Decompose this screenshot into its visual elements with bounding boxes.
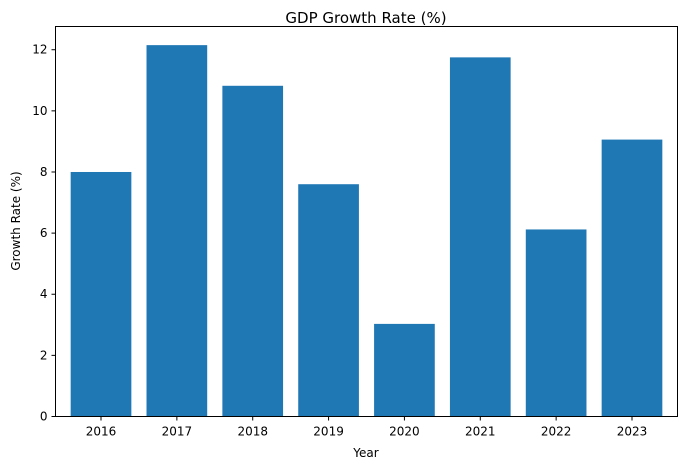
bar-2020 xyxy=(374,323,435,417)
y-axis-ticks: 0 2 4 6 8 10 12 xyxy=(32,43,56,424)
bar-2021 xyxy=(449,57,511,417)
y-tick-label: 0 xyxy=(40,410,48,424)
x-tick-label: 2022 xyxy=(541,425,572,439)
plot-frame xyxy=(55,26,678,417)
x-tick-label: 2021 xyxy=(465,425,496,439)
bar-2019 xyxy=(298,184,359,417)
x-tick-label: 2023 xyxy=(617,425,648,439)
bars-group xyxy=(70,45,663,417)
y-tick-label: 4 xyxy=(40,287,48,301)
bar-2017 xyxy=(146,45,208,417)
bar-2016 xyxy=(70,171,132,417)
x-axis-ticks: 2016 2017 2018 2019 2020 2021 2022 2023 xyxy=(86,416,648,439)
y-tick-label: 12 xyxy=(32,43,47,57)
x-tick-label: 2016 xyxy=(86,425,117,439)
bar-2023 xyxy=(601,139,663,417)
y-tick-label: 10 xyxy=(32,104,47,118)
x-tick-label: 2020 xyxy=(389,425,420,439)
y-tick-label: 8 xyxy=(40,165,48,179)
bar-2022 xyxy=(525,229,587,417)
x-axis-label: Year xyxy=(352,446,378,460)
chart-title: GDP Growth Rate (%) xyxy=(285,9,446,27)
x-tick-label: 2019 xyxy=(313,425,344,439)
x-tick-label: 2018 xyxy=(237,425,268,439)
y-tick-label: 2 xyxy=(40,348,48,362)
bar-2018 xyxy=(222,85,284,417)
y-tick-label: 6 xyxy=(40,226,48,240)
x-tick-label: 2017 xyxy=(162,425,193,439)
y-axis-label: Growth Rate (%) xyxy=(9,171,23,270)
